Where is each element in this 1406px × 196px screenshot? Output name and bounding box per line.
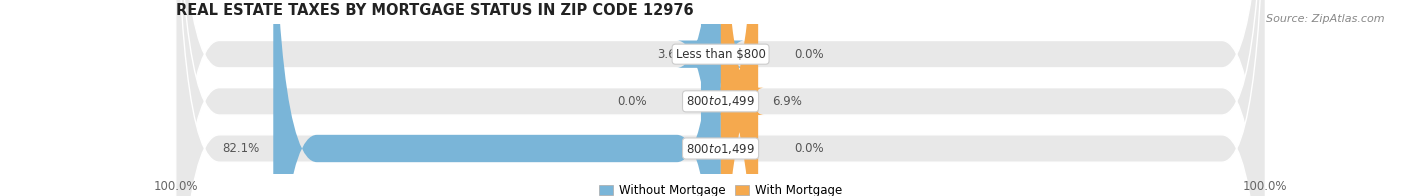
Text: REAL ESTATE TAXES BY MORTGAGE STATUS IN ZIP CODE 12976: REAL ESTATE TAXES BY MORTGAGE STATUS IN … bbox=[176, 3, 693, 18]
FancyBboxPatch shape bbox=[273, 0, 721, 196]
FancyBboxPatch shape bbox=[176, 0, 1265, 196]
FancyBboxPatch shape bbox=[714, 0, 765, 196]
FancyBboxPatch shape bbox=[678, 0, 745, 196]
Text: 0.0%: 0.0% bbox=[794, 48, 824, 61]
FancyBboxPatch shape bbox=[176, 0, 1265, 196]
Text: 0.0%: 0.0% bbox=[794, 142, 824, 155]
Text: 82.1%: 82.1% bbox=[222, 142, 260, 155]
FancyBboxPatch shape bbox=[176, 0, 1265, 196]
Text: $800 to $1,499: $800 to $1,499 bbox=[686, 142, 755, 155]
Text: Source: ZipAtlas.com: Source: ZipAtlas.com bbox=[1267, 14, 1385, 24]
Text: Less than $800: Less than $800 bbox=[676, 48, 765, 61]
Legend: Without Mortgage, With Mortgage: Without Mortgage, With Mortgage bbox=[595, 179, 846, 196]
Text: 3.6%: 3.6% bbox=[658, 48, 688, 61]
Text: 0.0%: 0.0% bbox=[617, 95, 647, 108]
Text: 6.9%: 6.9% bbox=[772, 95, 801, 108]
Text: $800 to $1,499: $800 to $1,499 bbox=[686, 94, 755, 108]
